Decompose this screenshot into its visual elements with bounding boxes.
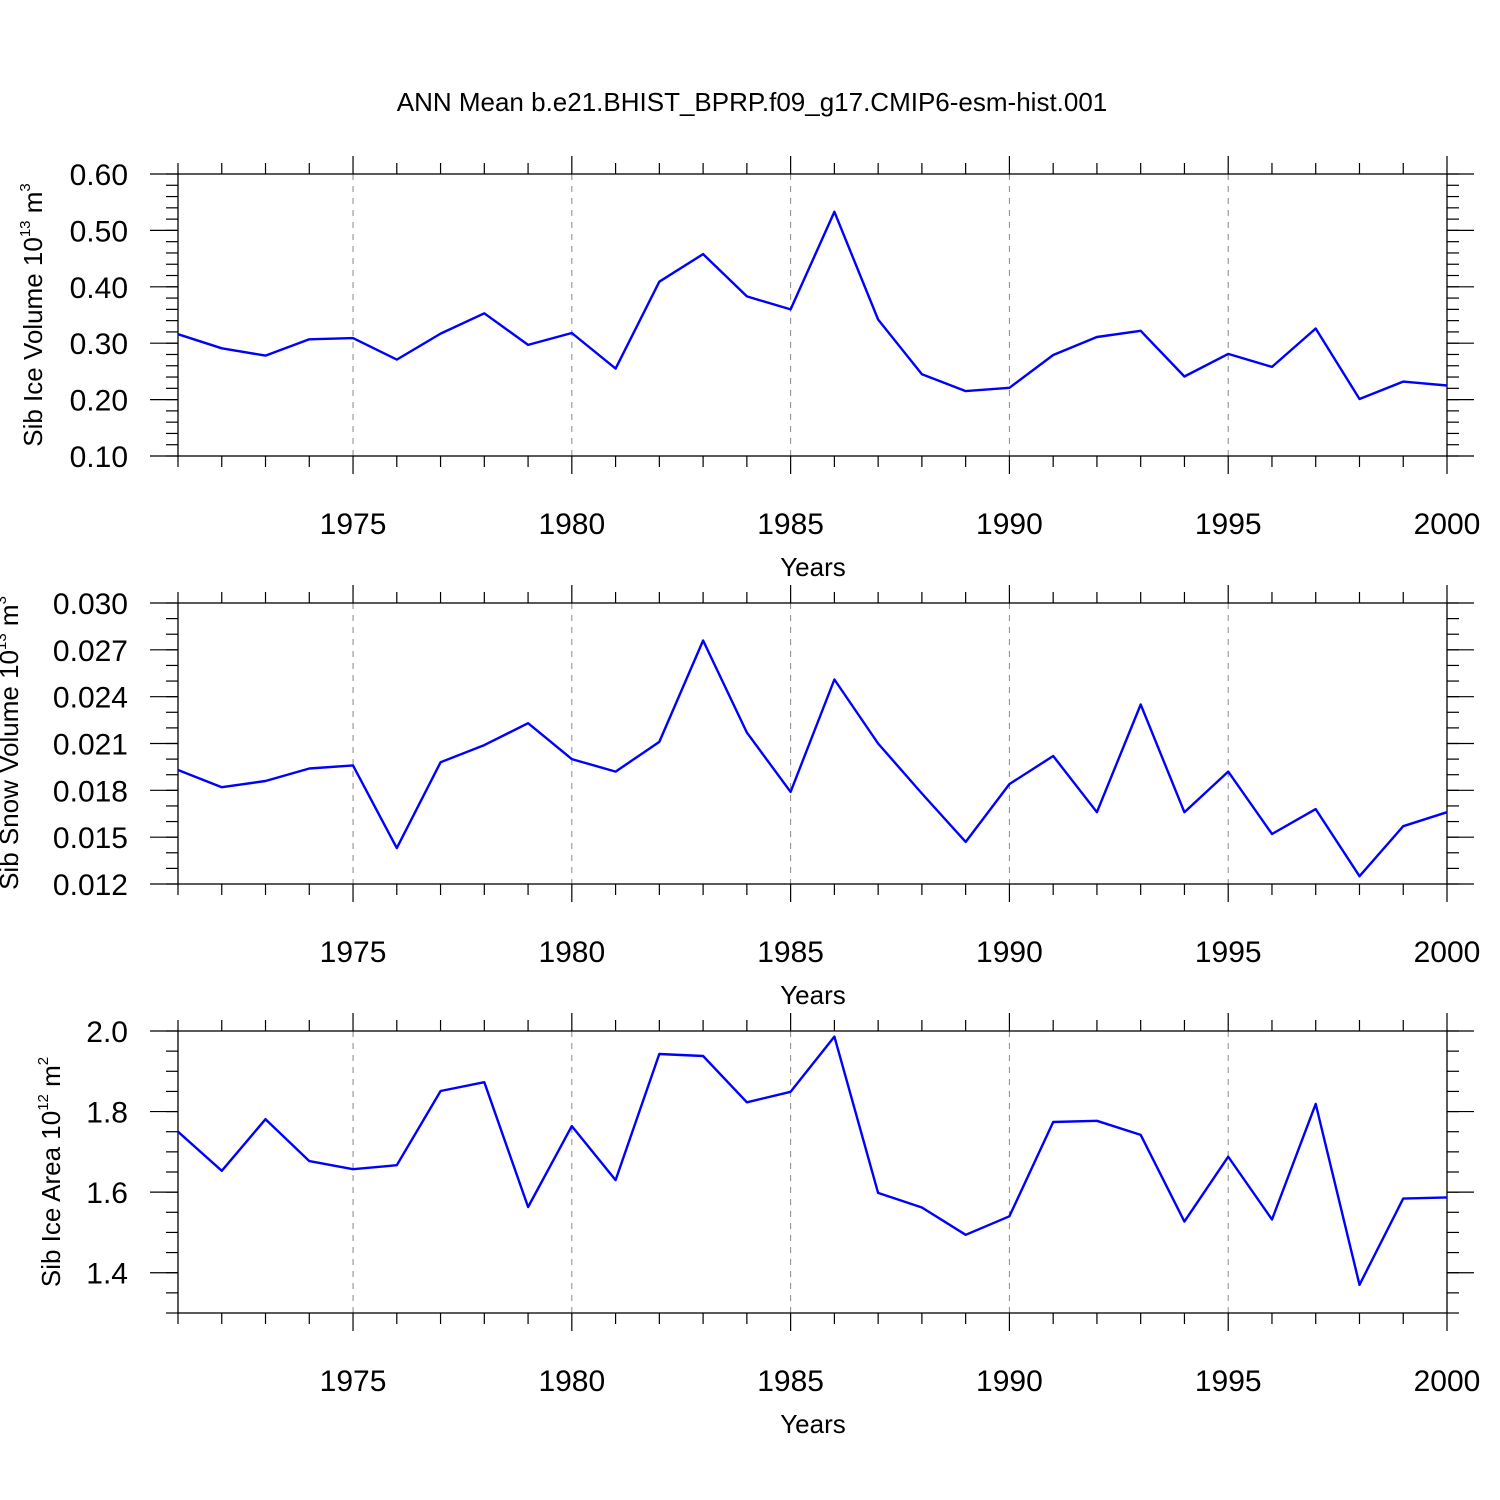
y-axis-label-exponent: 13	[0, 633, 10, 650]
y-axis-label-exponent: 13	[17, 220, 34, 237]
y-tick-label-1.6: 1.6	[86, 1177, 128, 1210]
series-line-1	[177, 210, 1448, 401]
x-tick-label-1995: 1995	[1195, 508, 1262, 541]
x-tick-label-2000: 2000	[1414, 1365, 1481, 1398]
y-axis-label-main: Sib Ice Area 10	[36, 1111, 66, 1287]
y-tick-label-0.20: 0.20	[70, 385, 128, 418]
y-tick-label-0.021: 0.021	[53, 729, 128, 762]
x-tick-label-1985: 1985	[757, 508, 824, 541]
x-tick-label-1995: 1995	[1195, 1365, 1262, 1398]
figure-title: ANN Mean b.e21.BHIST_BPRP.f09_g17.CMIP6-…	[397, 87, 1108, 117]
plot-frame	[177, 173, 1448, 457]
x-tick-label-1975: 1975	[320, 1365, 387, 1398]
y-tick-label-0.10: 0.10	[70, 441, 128, 474]
y-axis-label-unit-exponent: 3	[17, 183, 34, 191]
x-tick-label-1990: 1990	[976, 936, 1043, 969]
panel-2: 0.012 0.015 0.018 0.021 0.024 0.027 0.030 1975 1…	[0, 585, 1480, 1010]
x-tick-label-1985: 1985	[757, 1365, 824, 1398]
y-axis-label-unit: m	[0, 604, 24, 633]
panel-3: 1.4 1.6 1.8 2.0 1975 1980 1985 1990 1995 2000 Year…	[35, 1013, 1480, 1439]
y-axis-label-main: Sib Ice Volume 10	[18, 237, 48, 447]
x-tick-label-1980: 1980	[538, 508, 605, 541]
y-tick-label-0.50: 0.50	[70, 215, 128, 248]
y-tick-label-1.4: 1.4	[86, 1258, 128, 1291]
y-tick-label-1.8: 1.8	[86, 1097, 128, 1130]
y-axis-label-unit: m	[18, 192, 48, 221]
y-tick-label-0.40: 0.40	[70, 272, 128, 305]
plot-frame	[177, 1030, 1448, 1314]
y-tick-label-0.030: 0.030	[53, 588, 128, 621]
x-axis-label: Years	[780, 980, 846, 1010]
y-axis-label-unit-exponent: 3	[0, 596, 10, 604]
x-tick-label-1980: 1980	[538, 936, 605, 969]
x-axis-label: Years	[780, 552, 846, 582]
y-axis-label-unit-exponent: 2	[35, 1057, 52, 1065]
y-tick-label-0.012: 0.012	[53, 869, 128, 902]
y-tick-label-0.60: 0.60	[70, 159, 128, 192]
x-tick-label-1985: 1985	[757, 936, 824, 969]
x-tick-label-1995: 1995	[1195, 936, 1262, 969]
x-tick-label-2000: 2000	[1414, 508, 1481, 541]
y-tick-label-0.018: 0.018	[53, 775, 128, 808]
x-tick-label-1980: 1980	[538, 1365, 605, 1398]
y-axis-label: Sib Ice Area 1012 m2	[35, 1057, 66, 1287]
x-tick-label-1990: 1990	[976, 508, 1043, 541]
y-tick-label-0.024: 0.024	[53, 682, 128, 715]
y-tick-label-2.0: 2.0	[86, 1016, 128, 1049]
panel-1: 0.10 0.20 0.30 0.40 0.50 0.60 1975 1980 1985 1990…	[17, 156, 1480, 582]
panels: 0.10 0.20 0.30 0.40 0.50 0.60 1975 1980 1985 1990…	[0, 156, 1480, 1439]
y-axis-label: Sib Ice Volume 1013 m3	[17, 183, 48, 447]
x-tick-label-1975: 1975	[320, 508, 387, 541]
y-tick-label-0.015: 0.015	[53, 822, 128, 855]
y-tick-label-0.30: 0.30	[70, 328, 128, 361]
series-line-2	[177, 639, 1448, 878]
y-tick-label-0.027: 0.027	[53, 635, 128, 668]
x-tick-label-1975: 1975	[320, 936, 387, 969]
x-tick-label-1990: 1990	[976, 1365, 1043, 1398]
y-axis-label-exponent: 12	[35, 1094, 52, 1111]
y-axis-label-unit: m	[36, 1065, 66, 1094]
series-line-3	[177, 1035, 1448, 1287]
y-axis-label-main: Sib Snow Volume 10	[0, 650, 24, 890]
y-axis-label: Sib Snow Volume 1013 m3	[0, 596, 24, 890]
x-tick-label-2000: 2000	[1414, 936, 1481, 969]
x-axis-label: Years	[780, 1409, 846, 1439]
plot-frame	[177, 602, 1448, 885]
